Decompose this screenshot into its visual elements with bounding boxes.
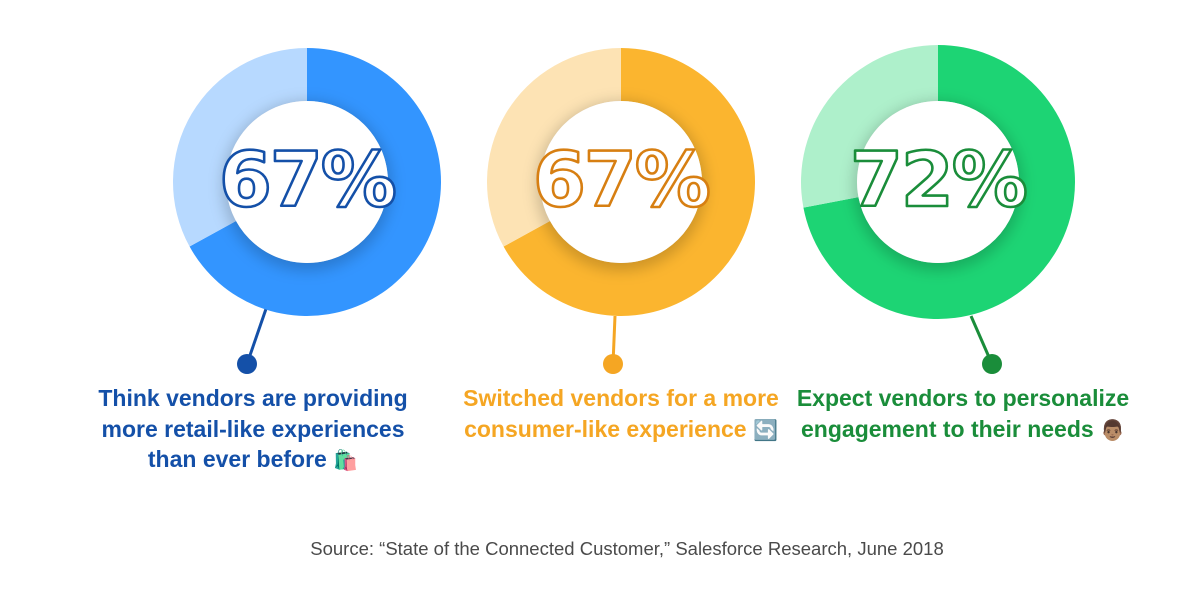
donut-2-percent-label: 67% — [533, 135, 709, 224]
donut-1-leader-line — [245, 305, 269, 365]
donut-3-percent-label: 72% — [850, 135, 1026, 224]
caption-1: Think vendors are providing more retail-… — [83, 383, 423, 476]
shopping-bags-icon: 🛍️ — [333, 448, 359, 472]
donut-3-hole — [857, 101, 1019, 263]
donut-3-remainder-segment — [801, 45, 938, 208]
caption-3-text: Expect vendors to personalize engagement… — [796, 385, 1130, 442]
donut-3-value-segment — [803, 45, 1076, 319]
caption-2: Switched vendors for a more consumer-lik… — [451, 383, 791, 445]
donut-1-remainder-segment — [173, 48, 307, 247]
refresh-arrows-icon: 🔄 — [753, 417, 778, 442]
donut-3-leader-dot — [982, 354, 1002, 374]
donut-1: 67% — [173, 48, 442, 374]
donut-2-leader-dot — [603, 354, 623, 374]
caption-3: Expect vendors to personalize engagement… — [793, 383, 1133, 445]
donut-1-hole — [226, 101, 388, 263]
donut-1-leader-dot — [237, 354, 257, 374]
donut-2-remainder-segment — [486, 48, 621, 247]
caption-2-text: Switched vendors for a more consumer-lik… — [463, 385, 779, 442]
man-face-icon: 👨🏽 — [1100, 417, 1125, 442]
caption-1-text: Think vendors are providing more retail-… — [98, 385, 408, 472]
donut-2: 67% — [486, 48, 755, 374]
donut-3: 72% — [801, 45, 1076, 374]
donut-1-percent-label: 67% — [219, 135, 395, 224]
source-note: Source: “State of the Connected Customer… — [310, 538, 944, 559]
donut-2-hole — [540, 101, 702, 263]
